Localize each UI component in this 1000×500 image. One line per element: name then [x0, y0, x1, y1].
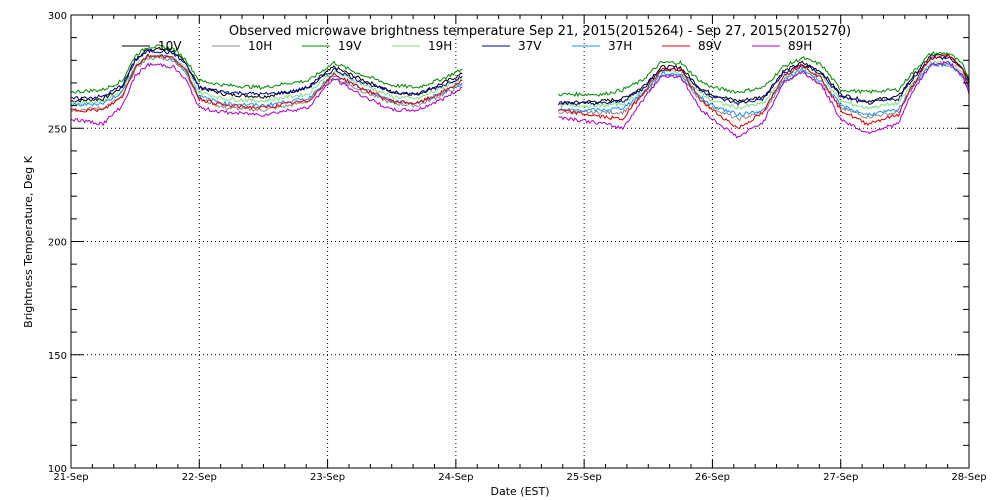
x-tick-labels: 21-Sep 22-Sep 23-Sep 24-Sep 25-Sep 26-Sep 27-S… [53, 472, 986, 483]
legend-label-10v: 10V [158, 39, 182, 53]
series-line-19v [558, 51, 970, 98]
legend: 10V 10H 19V 19H 37V 37H 89V 89H [122, 39, 812, 53]
legend-label-37v: 37V [518, 39, 542, 53]
x-tick-label: 21-Sep [53, 472, 88, 483]
series-line-37v [558, 56, 970, 106]
legend-label-89h: 89H [788, 39, 812, 53]
x-tick-label: 25-Sep [567, 472, 602, 483]
x-tick-label: 28-Sep [951, 472, 986, 483]
x-tick-label: 22-Sep [182, 472, 217, 483]
x-tick-label: 26-Sep [695, 472, 730, 483]
axis-ticks [70, 14, 970, 469]
grid-lines [71, 15, 969, 468]
series-line-89v [558, 54, 970, 129]
x-tick-label: 23-Sep [310, 472, 345, 483]
legend-label-37h: 37H [608, 39, 632, 53]
series-line-89h [558, 60, 970, 139]
y-tick-label: 150 [48, 351, 67, 362]
series-line-89h [70, 62, 463, 127]
series-line-10v [70, 46, 463, 103]
x-tick-label: 27-Sep [823, 472, 858, 483]
legend-label-89v: 89V [698, 39, 722, 53]
x-axis-title: Date (EST) [490, 485, 549, 498]
series-line-37v [70, 48, 463, 101]
y-tick-label: 300 [48, 11, 67, 22]
series-line-37h [558, 62, 970, 117]
chart-title: Observed microwave brightness temperatur… [229, 24, 851, 39]
legend-label-19h: 19H [428, 39, 452, 53]
series-line-19v [70, 44, 463, 94]
legend-label-19v: 19V [338, 39, 362, 53]
y-tick-label: 250 [48, 124, 67, 135]
series-line-10v [558, 53, 970, 105]
y-tick-label: 200 [48, 238, 67, 249]
series-line-89v [70, 53, 463, 113]
y-tick-labels: 100 150 200 250 300 [48, 11, 67, 475]
legend-label-10h: 10H [248, 39, 272, 53]
y-axis-title: Brightness Temperature, Deg K [22, 155, 35, 327]
series-lines [70, 44, 970, 139]
x-tick-label: 24-Sep [438, 472, 473, 483]
y-tick-label: 100 [48, 464, 67, 475]
